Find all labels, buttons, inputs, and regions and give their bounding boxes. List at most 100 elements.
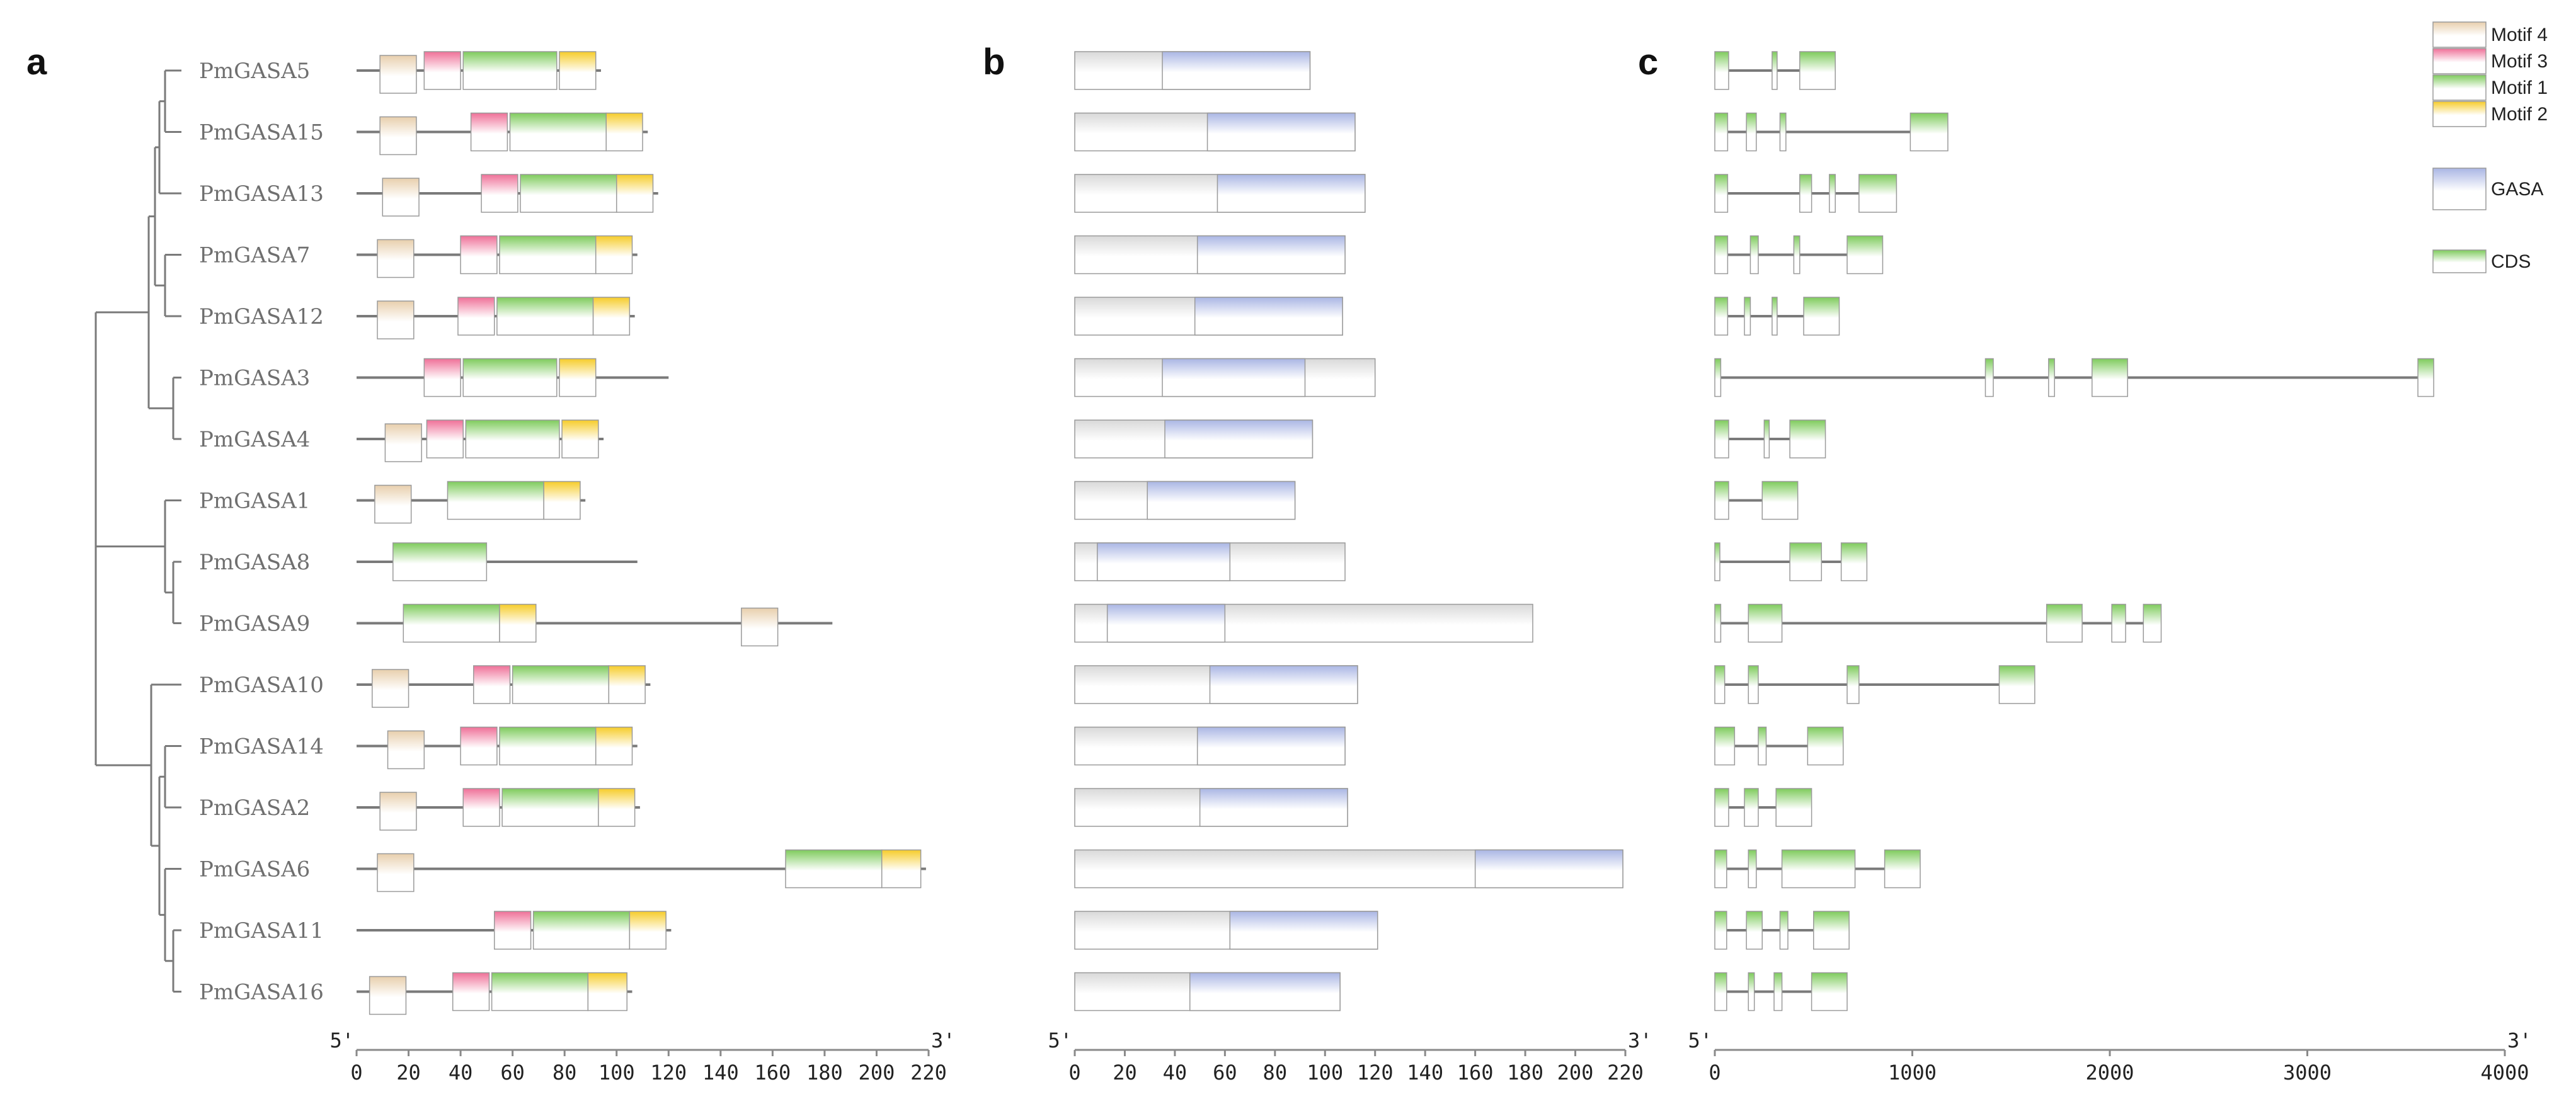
tick-label: 120 (650, 1061, 687, 1085)
gasa-domain-box (1474, 849, 1623, 889)
tick-label: 80 (552, 1061, 577, 1085)
motif-3-box (460, 726, 498, 766)
motif-4-box (382, 178, 420, 217)
motif-2-box (629, 911, 667, 950)
motif-3-box (452, 972, 490, 1011)
tick-label: 40 (449, 1061, 473, 1085)
motif-2-box (559, 358, 597, 397)
motif-1-box (462, 51, 558, 90)
cds-box (1744, 788, 1759, 827)
cds-box (1714, 174, 1729, 213)
motif-4-box (384, 423, 422, 462)
tick-label: 100 (598, 1061, 635, 1085)
motif-1-box (520, 174, 617, 213)
cds-box (2092, 358, 2128, 397)
cds-box (1714, 603, 1722, 643)
cds-box (1714, 481, 1729, 520)
gene-structure-row (1714, 972, 1848, 1011)
motif-3-box (470, 112, 508, 152)
gasa-domain-box (1162, 51, 1311, 90)
legend-item-motif-4: Motif 4 (2432, 21, 2548, 48)
motif-2-box (592, 297, 631, 336)
gene-structure-row (1714, 726, 1844, 766)
gene-label: PmGASA16 (199, 980, 324, 1005)
gene-structure-panel (1714, 51, 2434, 1011)
gene-structure-row (1714, 911, 1850, 950)
domain-row (1074, 51, 1311, 90)
tick-label: 0 (1709, 1061, 1720, 1085)
domain-row (1074, 112, 1356, 152)
motif-2-box (543, 481, 581, 520)
cds-box (1714, 726, 1736, 766)
motif-1-box (403, 603, 500, 643)
gasa-domain-box (1199, 788, 1348, 827)
three-prime-label: 3' (931, 1028, 956, 1052)
legend-label: Motif 3 (2491, 51, 2548, 72)
domain-row (1074, 542, 1346, 581)
motif-3-box (481, 174, 518, 213)
motif-4-box (374, 484, 412, 524)
legend-label: CDS (2491, 251, 2531, 272)
tick-label: 180 (806, 1061, 843, 1085)
tick-label: 0 (1068, 1061, 1080, 1085)
motif-1-box (785, 849, 883, 889)
gene-label: PmGASA4 (199, 427, 310, 452)
gasa-domain-box (1189, 972, 1341, 1011)
gene-label: PmGASA10 (199, 673, 324, 698)
motif-3-box (460, 235, 498, 275)
legend-swatch (2432, 101, 2487, 127)
motif-panel (357, 51, 926, 1015)
cds-box (1748, 972, 1755, 1011)
motif-row (357, 849, 926, 892)
motif-row (357, 235, 638, 278)
cds-box (1749, 235, 1759, 275)
gene-label: PmGASA7 (199, 243, 310, 268)
motif-3-box (423, 51, 461, 90)
gasa-domain-box (1196, 235, 1346, 275)
cds-box (1714, 297, 1729, 336)
cds-box (1909, 112, 1949, 152)
legend-swatch (2432, 48, 2487, 74)
gene-label: PmGASA1 (199, 489, 310, 514)
tick-label: 160 (1457, 1061, 1494, 1085)
motif-2-box (598, 788, 636, 827)
gene-label: PmGASA11 (199, 918, 324, 943)
cds-box (1714, 911, 1727, 950)
tick-label: 140 (702, 1061, 739, 1085)
motif-row (357, 726, 638, 770)
legend-swatch (2432, 168, 2487, 210)
gene-label: PmGASA2 (199, 795, 310, 821)
cds-box (1714, 665, 1726, 704)
gene-structure-row (1714, 112, 1949, 152)
motif-row (357, 788, 640, 831)
gene-label: PmGASA3 (199, 366, 310, 391)
motif-row (357, 603, 833, 647)
gene-label: PmGASA14 (199, 734, 324, 760)
cds-box (1744, 297, 1751, 336)
cds-box (2143, 603, 2162, 643)
motif-2-box (605, 112, 643, 152)
motif-1-box (499, 235, 597, 275)
motif-1-box (499, 726, 597, 766)
gene-structure-row (1714, 419, 1826, 459)
three-prime-label: 3' (2507, 1028, 2532, 1052)
gasa-domain-box (1147, 481, 1296, 520)
domain-row (1074, 911, 1378, 950)
tick-label: 180 (1507, 1061, 1543, 1085)
gene-label: PmGASA9 (199, 612, 310, 637)
tick-label: 120 (1357, 1061, 1394, 1085)
cds-box (1829, 174, 1836, 213)
cds-box (1781, 849, 1856, 889)
motif-1-box (509, 112, 607, 152)
tick-label: 1000 (1888, 1061, 1937, 1085)
cds-box (1714, 112, 1729, 152)
motif-1-box (462, 358, 558, 397)
motif-3-box (426, 419, 464, 459)
gene-structure-row (1714, 174, 1898, 213)
domain-row (1074, 297, 1343, 336)
cds-box (1840, 542, 1868, 581)
domain-panel (1074, 51, 1623, 1011)
tick-label: 200 (859, 1061, 895, 1085)
panel-letters: a b c (26, 42, 1658, 83)
